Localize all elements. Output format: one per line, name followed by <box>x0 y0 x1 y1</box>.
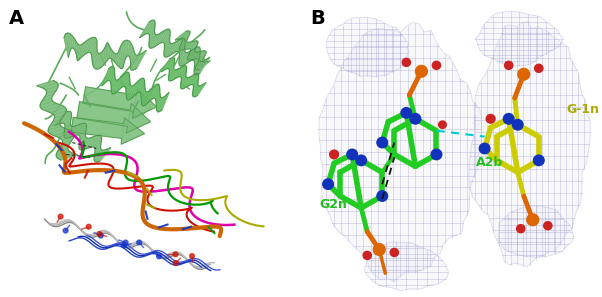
Circle shape <box>432 61 441 70</box>
Text: G2n: G2n <box>319 198 347 211</box>
Circle shape <box>376 190 388 202</box>
Circle shape <box>173 260 178 265</box>
Circle shape <box>504 61 514 70</box>
Text: A2b: A2b <box>476 156 503 169</box>
Circle shape <box>322 178 334 190</box>
Polygon shape <box>365 242 448 291</box>
Polygon shape <box>37 80 78 160</box>
Polygon shape <box>126 103 150 133</box>
Circle shape <box>373 243 386 256</box>
Circle shape <box>402 58 411 67</box>
Polygon shape <box>140 20 209 75</box>
Circle shape <box>157 254 161 259</box>
Circle shape <box>409 113 421 125</box>
Circle shape <box>415 65 428 78</box>
Polygon shape <box>55 111 111 162</box>
Circle shape <box>362 251 372 260</box>
Polygon shape <box>102 66 169 112</box>
Circle shape <box>534 64 544 73</box>
Polygon shape <box>64 33 146 70</box>
Polygon shape <box>319 23 482 282</box>
Circle shape <box>355 154 367 166</box>
Circle shape <box>86 224 91 229</box>
Text: B: B <box>310 9 325 28</box>
Circle shape <box>400 107 412 119</box>
Circle shape <box>485 114 496 124</box>
Polygon shape <box>121 118 144 144</box>
Circle shape <box>98 233 103 238</box>
Circle shape <box>517 68 530 81</box>
Polygon shape <box>71 117 124 138</box>
Circle shape <box>346 148 358 160</box>
Circle shape <box>479 143 491 154</box>
Circle shape <box>503 113 515 125</box>
Circle shape <box>97 232 102 236</box>
Polygon shape <box>476 11 563 66</box>
Circle shape <box>376 137 388 148</box>
Circle shape <box>329 149 340 159</box>
Circle shape <box>543 221 553 230</box>
Circle shape <box>512 119 524 131</box>
Circle shape <box>137 240 141 245</box>
Text: A: A <box>9 9 24 28</box>
Circle shape <box>438 120 447 129</box>
Polygon shape <box>161 58 206 97</box>
Polygon shape <box>175 31 210 70</box>
Circle shape <box>526 213 539 226</box>
Polygon shape <box>326 17 408 77</box>
Polygon shape <box>77 102 130 127</box>
Polygon shape <box>469 21 591 267</box>
Circle shape <box>190 254 194 258</box>
Circle shape <box>173 252 178 257</box>
Circle shape <box>516 224 526 233</box>
Polygon shape <box>83 87 136 112</box>
Circle shape <box>123 240 128 245</box>
Circle shape <box>430 148 442 160</box>
Circle shape <box>58 214 63 219</box>
Text: G-1n: G-1n <box>566 103 599 116</box>
Circle shape <box>389 248 399 257</box>
Circle shape <box>533 154 545 166</box>
Polygon shape <box>498 206 574 257</box>
Circle shape <box>63 228 68 233</box>
Circle shape <box>122 243 126 248</box>
Polygon shape <box>132 89 157 118</box>
